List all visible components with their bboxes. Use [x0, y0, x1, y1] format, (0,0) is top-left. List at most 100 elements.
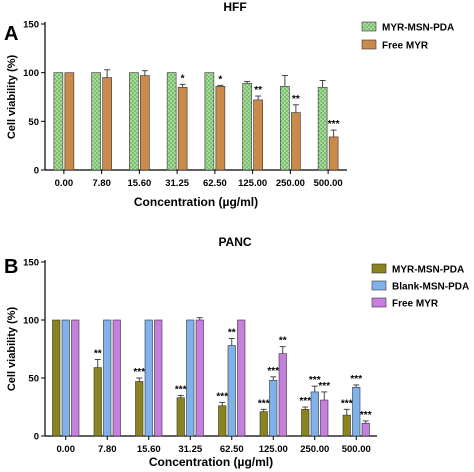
- x-tick-label: 250.00: [276, 178, 305, 189]
- y-axis-title: Cell viability (%): [6, 306, 18, 391]
- legend-swatch: [361, 21, 377, 32]
- x-tick-label: 62.50: [203, 178, 227, 189]
- bar-panc-s1: [144, 319, 153, 437]
- x-tick-label: 125.00: [238, 178, 267, 189]
- bar-hff-s1: [215, 85, 226, 171]
- bar-hff-s1: [291, 112, 301, 171]
- bar-hff-s0: [317, 86, 328, 171]
- bar-panc-s0: [135, 381, 144, 437]
- significance-label: ***: [318, 381, 330, 392]
- significance-label: *: [181, 73, 185, 84]
- bar-hff-s0: [166, 72, 177, 171]
- bar-panc-s2: [195, 319, 204, 437]
- bar-hff-s0: [91, 72, 101, 171]
- y-tick-label: 50: [28, 117, 39, 128]
- bar-hff-s0: [204, 72, 215, 171]
- chart-panc: B PANC 0 50 100 150 Cell viability (%) 0.00 7.80…: [4, 235, 469, 469]
- y-tick-label: 100: [23, 316, 39, 327]
- bar-hff-s0: [280, 85, 290, 171]
- significance-label: **: [228, 328, 236, 339]
- x-tick-label: 15.60: [137, 444, 161, 455]
- x-axis-title: Concentration (µg/ml): [134, 195, 258, 209]
- bar-panc-s2: [112, 319, 121, 437]
- significance-label: ***: [216, 391, 228, 402]
- legend-label: MYR-MSN-PDA: [382, 23, 454, 34]
- bar-hff-s0: [242, 83, 252, 171]
- y-tick-label: 150: [23, 258, 39, 269]
- x-tick-label: 0.00: [57, 444, 76, 455]
- x-tick-label: 250.00: [300, 444, 329, 455]
- y-tick-label: 150: [23, 20, 39, 31]
- x-tick-label: 7.80: [98, 444, 117, 455]
- legend-swatch: [371, 280, 387, 291]
- bar-panc-s1: [352, 386, 361, 437]
- bar-hff-s0: [129, 72, 139, 171]
- bar-panc-s0: [93, 367, 102, 437]
- bar-panc-s1: [61, 319, 70, 437]
- bar-hff-s1: [253, 99, 263, 171]
- bar-panc-s0: [301, 409, 310, 437]
- bar-panc-s1: [103, 319, 112, 437]
- bar-panc-s1: [227, 345, 236, 437]
- x-tick-label: 7.80: [92, 178, 111, 189]
- bar-panc-s0: [259, 411, 268, 437]
- x-tick-label: 500.00: [314, 178, 343, 189]
- bar-hff-s0: [53, 72, 64, 171]
- legend-swatch: [361, 39, 377, 50]
- significance-label: *: [218, 74, 222, 85]
- significance-label: ***: [299, 396, 311, 407]
- bar-panc-s2: [71, 319, 80, 437]
- legend-label: Blank-MSN-PDA: [392, 282, 469, 293]
- panel-label: B: [4, 256, 18, 278]
- chart-hff: A HFF 0 50 100 150 Cell viability (%) 0.00 7.80 1…: [4, 0, 454, 209]
- bar-hff-s1: [177, 86, 188, 171]
- significance-label: **: [292, 94, 300, 105]
- y-tick-label: 0: [34, 166, 39, 177]
- significance-label: ***: [360, 410, 372, 421]
- x-tick-label: 15.60: [127, 178, 151, 189]
- bar-panc-s0: [176, 397, 185, 437]
- y-tick-label: 100: [23, 68, 39, 79]
- x-tick-label: 500.00: [342, 444, 371, 455]
- bar-panc-s1: [310, 391, 319, 437]
- x-tick-label: 31.25: [165, 178, 189, 189]
- bar-panc-s2: [278, 353, 287, 437]
- legend-label: Free MYR: [392, 299, 439, 310]
- bar-panc-s1: [186, 319, 195, 437]
- bar-panc-s0: [52, 319, 61, 437]
- chart-title: HFF: [223, 0, 246, 14]
- legend-swatch: [371, 297, 387, 308]
- bar-panc-s2: [237, 319, 246, 437]
- bar-hff-s1: [140, 75, 150, 171]
- significance-label: ***: [258, 398, 270, 409]
- bar-panc-s1: [269, 380, 278, 437]
- significance-label: **: [279, 336, 287, 347]
- legend-swatch: [371, 263, 387, 274]
- bar-panc-s2: [361, 422, 370, 437]
- significance-label: ***: [309, 375, 321, 386]
- y-tick-label: 0: [34, 432, 39, 443]
- significance-label: ***: [133, 367, 145, 378]
- bar-panc-s2: [320, 399, 329, 437]
- significance-label: ***: [267, 366, 279, 377]
- significance-label: ***: [350, 374, 362, 385]
- significance-label: ***: [341, 398, 353, 409]
- x-axis-title: Concentration (µg/ml): [149, 455, 273, 469]
- significance-label: **: [94, 348, 102, 359]
- legend-label: Free MYR: [382, 41, 429, 52]
- bar-hff-s1: [64, 72, 75, 171]
- significance-label: ***: [175, 384, 187, 395]
- x-tick-label: 62.50: [220, 444, 244, 455]
- bar-hff-s1: [328, 136, 339, 171]
- y-tick-label: 50: [28, 374, 39, 385]
- legend-label: MYR-MSN-PDA: [392, 265, 464, 276]
- bar-panc-s0: [218, 405, 227, 437]
- significance-label: **: [254, 85, 262, 96]
- panel-label: A: [4, 23, 18, 45]
- significance-label: ***: [328, 119, 340, 130]
- y-axis-title: Cell viability (%): [6, 54, 18, 139]
- bar-hff-s1: [102, 77, 112, 171]
- x-tick-label: 125.00: [259, 444, 288, 455]
- chart-title: PANC: [218, 235, 251, 249]
